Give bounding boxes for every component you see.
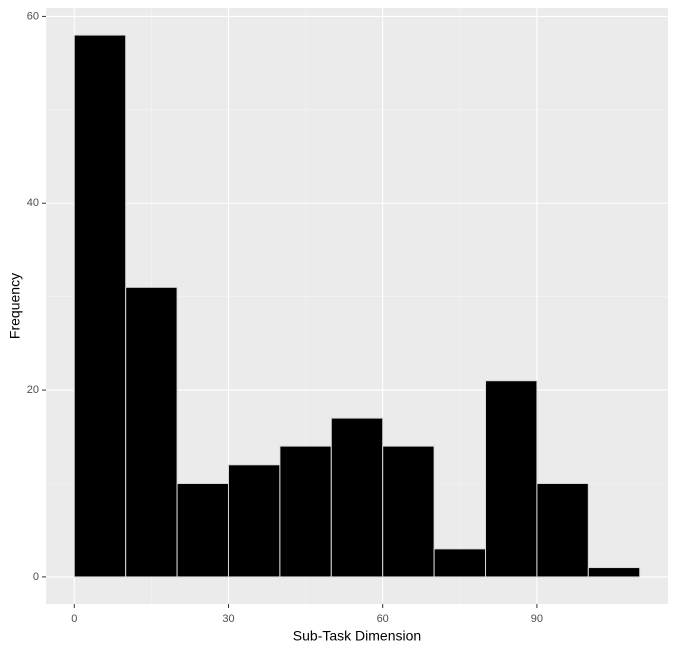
- bar: [73, 34, 127, 578]
- y-tick-label: 60: [27, 10, 39, 22]
- y-tick-label: 20: [27, 384, 39, 396]
- bar: [279, 445, 332, 578]
- bar: [125, 286, 178, 578]
- bar: [536, 482, 589, 578]
- bar: [330, 417, 384, 578]
- x-axis-title: Sub-Task Dimension: [293, 628, 421, 644]
- y-tick-label: 0: [33, 571, 39, 583]
- y-axis-title: Frequency: [7, 273, 23, 339]
- bar: [382, 445, 435, 578]
- y-tick-label: 40: [27, 197, 39, 209]
- x-tick-label: 60: [377, 613, 389, 625]
- bar: [227, 464, 281, 578]
- bar: [587, 567, 641, 578]
- bar: [176, 482, 229, 578]
- x-tick-label: 30: [222, 613, 234, 625]
- x-tick-label: 90: [531, 613, 543, 625]
- bar: [485, 380, 538, 578]
- bar: [433, 548, 487, 578]
- x-tick-label: 0: [71, 613, 77, 625]
